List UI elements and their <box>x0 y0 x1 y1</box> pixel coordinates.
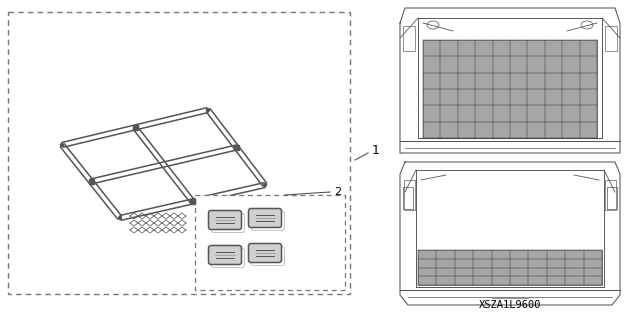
Bar <box>88 179 93 184</box>
Bar <box>607 187 617 209</box>
Circle shape <box>264 183 266 187</box>
FancyBboxPatch shape <box>248 209 282 227</box>
Bar <box>8 12 350 294</box>
Circle shape <box>118 217 122 219</box>
Bar <box>404 180 415 210</box>
Text: 1: 1 <box>372 144 380 157</box>
FancyBboxPatch shape <box>209 211 241 229</box>
Bar <box>132 125 138 130</box>
Bar <box>605 180 616 210</box>
Text: 2: 2 <box>334 187 341 197</box>
Text: XSZA1L9600: XSZA1L9600 <box>479 300 541 310</box>
Bar <box>403 187 413 209</box>
Circle shape <box>61 144 63 146</box>
Bar <box>605 26 617 51</box>
FancyBboxPatch shape <box>248 243 282 263</box>
Bar <box>195 195 345 290</box>
FancyBboxPatch shape <box>209 246 241 264</box>
Bar <box>234 145 239 150</box>
Bar <box>423 40 597 138</box>
Circle shape <box>207 108 209 112</box>
Bar <box>190 199 195 204</box>
Bar <box>403 26 415 51</box>
Bar <box>418 250 602 285</box>
